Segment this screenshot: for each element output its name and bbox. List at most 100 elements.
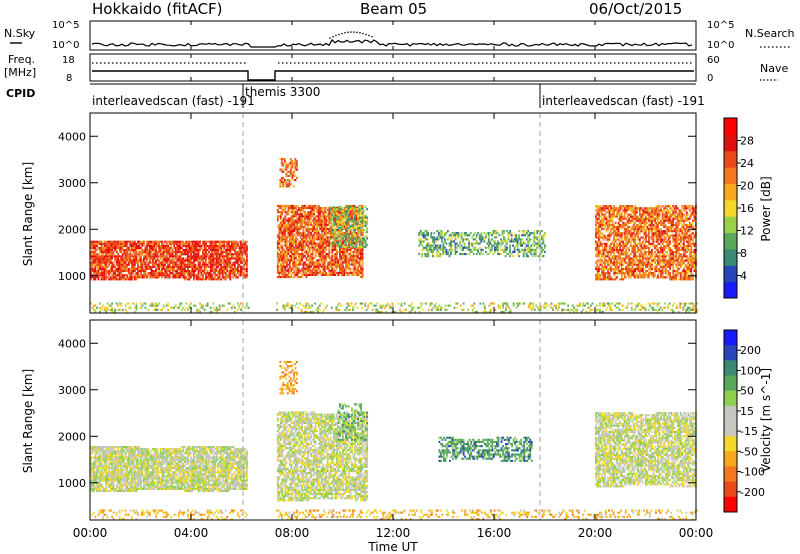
data-cell: [313, 217, 316, 220]
data-cell: [348, 259, 350, 262]
data-cell: [171, 267, 174, 270]
data-cell: [601, 217, 603, 220]
cpid-seg3: interleavedscan (fast) -191: [542, 94, 705, 108]
data-cell: [613, 228, 616, 231]
data-cell: [430, 246, 433, 249]
data-cell: [296, 211, 299, 214]
data-cell: [308, 213, 311, 216]
data-cell: [90, 267, 92, 270]
data-cell: [115, 274, 118, 277]
data-cell: [608, 219, 611, 222]
data-cell: [176, 263, 179, 266]
data-cell: [289, 240, 291, 243]
data-cell: [308, 263, 311, 266]
data-cell: [124, 274, 127, 277]
data-cell: [226, 265, 229, 268]
data-cell: [342, 224, 344, 227]
data-cell: [427, 248, 430, 251]
data-cell: [209, 278, 212, 281]
data-cell: [290, 246, 293, 249]
data-cell: [313, 265, 316, 268]
data-cell: [296, 217, 299, 220]
data-cell: [611, 249, 614, 252]
data-cell: [326, 238, 329, 241]
data-cell: [614, 230, 617, 233]
data-cell: [287, 217, 290, 220]
data-cell: [631, 263, 634, 266]
data-cell: [599, 205, 602, 208]
data-cell: [299, 263, 302, 266]
data-cell: [97, 240, 100, 243]
data-cell: [212, 276, 215, 279]
data-cell: [629, 209, 632, 212]
data-cell: [285, 219, 288, 222]
data-cell: [343, 261, 346, 264]
data-cell: [605, 205, 608, 208]
data-cell: [314, 238, 317, 241]
data-cell: [351, 245, 353, 248]
data-cell: [299, 269, 302, 272]
data-cell: [305, 257, 308, 260]
data-cell: [427, 244, 430, 247]
data-cell: [614, 226, 617, 229]
data-cell: [634, 263, 637, 266]
data-cell: [174, 263, 177, 266]
data-cell: [140, 272, 142, 275]
data-cell: [183, 274, 186, 277]
data-cell: [442, 253, 445, 256]
data-cell: [162, 263, 165, 266]
data-cell: [497, 246, 499, 249]
data-cell: [121, 278, 124, 281]
data-cell: [233, 251, 236, 254]
data-cell: [602, 228, 605, 231]
data-cell: [240, 249, 242, 252]
data-cell: [595, 234, 597, 237]
data-cell: [634, 211, 637, 214]
data-cell: [180, 263, 183, 266]
data-cell: [345, 250, 347, 253]
data-cell: [345, 238, 347, 241]
data-cell: [91, 265, 94, 268]
data-cell: [293, 211, 296, 214]
data-cell: [290, 227, 293, 230]
data-cell: [220, 244, 223, 247]
data-cell: [608, 278, 611, 281]
data-cell: [109, 265, 112, 268]
data-cell: [475, 234, 478, 237]
data-cell: [637, 228, 640, 231]
data-cell: [527, 240, 530, 243]
data-cell: [607, 209, 609, 212]
data-cell: [334, 255, 337, 258]
data-cell: [439, 255, 442, 258]
data-cell: [611, 211, 614, 214]
data-cell: [441, 234, 443, 237]
data-cell: [226, 274, 229, 277]
data-cell: [238, 255, 241, 258]
data-cell: [307, 223, 310, 226]
data-cell: [132, 267, 135, 270]
data-cell: [358, 273, 361, 276]
data-cell: [357, 230, 359, 233]
data-cell: [614, 207, 617, 210]
data-cell: [137, 247, 139, 250]
data-cell: [218, 267, 221, 270]
data-cell: [480, 236, 483, 239]
data-cell: [599, 278, 602, 281]
data-cell: [507, 232, 510, 235]
data-cell: [640, 263, 643, 266]
data-cell: [293, 263, 296, 266]
data-cell: [628, 255, 631, 258]
data-cell: [289, 269, 291, 272]
data-cell: [536, 242, 539, 245]
data-cell: [360, 243, 363, 246]
data-cell: [635, 223, 638, 226]
data-cell: [313, 213, 316, 216]
data-cell: [111, 265, 114, 268]
data-cell: [640, 253, 643, 256]
data-cell: [209, 272, 212, 275]
data-cell: [138, 259, 141, 262]
data-cell: [205, 259, 207, 262]
data-cell: [613, 213, 616, 216]
data-cell: [614, 259, 617, 262]
data-cell: [162, 257, 165, 260]
